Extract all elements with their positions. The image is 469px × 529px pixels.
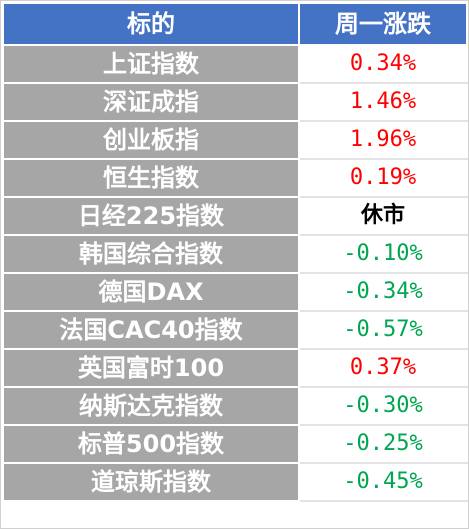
index-change: 1.46%: [298, 82, 468, 122]
table-row: 韩国综合指数 -0.10%: [2, 234, 468, 274]
table-header-row: 标的 周一涨跌: [2, 2, 468, 46]
table-row: 法国CAC40指数 -0.57%: [2, 310, 468, 350]
header-monday-change: 周一涨跌: [298, 2, 468, 46]
index-name: 恒生指数: [2, 158, 300, 198]
index-change: 0.34%: [298, 44, 468, 84]
table-row: 德国DAX -0.34%: [2, 272, 468, 312]
table-row: 标普500指数 -0.25%: [2, 424, 468, 464]
table-row: 英国富时100 0.37%: [2, 348, 468, 388]
index-change: 1.96%: [298, 120, 468, 160]
index-change: 休市: [298, 196, 468, 236]
index-change: -0.45%: [298, 462, 468, 502]
index-change: -0.34%: [298, 272, 468, 312]
index-change: -0.30%: [298, 386, 468, 426]
index-name: 深证成指: [2, 82, 300, 122]
table-row: 创业板指 1.96%: [2, 120, 468, 160]
index-name: 上证指数: [2, 44, 300, 84]
index-change: -0.25%: [298, 424, 468, 464]
market-table: 标的 周一涨跌 上证指数 0.34% 深证成指 1.46% 创业板指 1.96%…: [2, 2, 468, 502]
index-name: 日经225指数: [2, 196, 300, 236]
index-change: -0.10%: [298, 234, 468, 274]
index-change: 0.37%: [298, 348, 468, 388]
header-index-name: 标的: [2, 2, 300, 46]
index-change: -0.57%: [298, 310, 468, 350]
index-change: 0.19%: [298, 158, 468, 198]
index-name: 道琼斯指数: [2, 462, 300, 502]
index-name: 创业板指: [2, 120, 300, 160]
index-name: 纳斯达克指数: [2, 386, 300, 426]
table-row: 恒生指数 0.19%: [2, 158, 468, 198]
table-row: 纳斯达克指数 -0.30%: [2, 386, 468, 426]
index-name: 英国富时100: [2, 348, 300, 388]
index-name: 标普500指数: [2, 424, 300, 464]
table-row: 日经225指数 休市: [2, 196, 468, 236]
index-name: 法国CAC40指数: [2, 310, 300, 350]
table-row: 上证指数 0.34%: [2, 44, 468, 84]
index-name: 德国DAX: [2, 272, 300, 312]
index-name: 韩国综合指数: [2, 234, 300, 274]
table-row: 深证成指 1.46%: [2, 82, 468, 122]
table-row: 道琼斯指数 -0.45%: [2, 462, 468, 502]
